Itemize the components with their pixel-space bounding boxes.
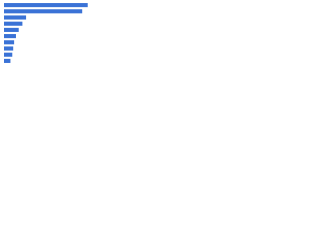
page: (() => { const data = JSON.parse(documen… — [0, 0, 100, 71]
bar — [4, 3, 88, 8]
bar — [4, 27, 19, 32]
bar — [4, 9, 83, 14]
chart — [0, 0, 100, 71]
bar — [4, 34, 16, 39]
bar — [4, 58, 11, 63]
bar — [4, 15, 27, 20]
bar — [4, 21, 23, 26]
bar — [4, 46, 14, 51]
bar — [4, 40, 15, 45]
bar — [4, 52, 13, 57]
